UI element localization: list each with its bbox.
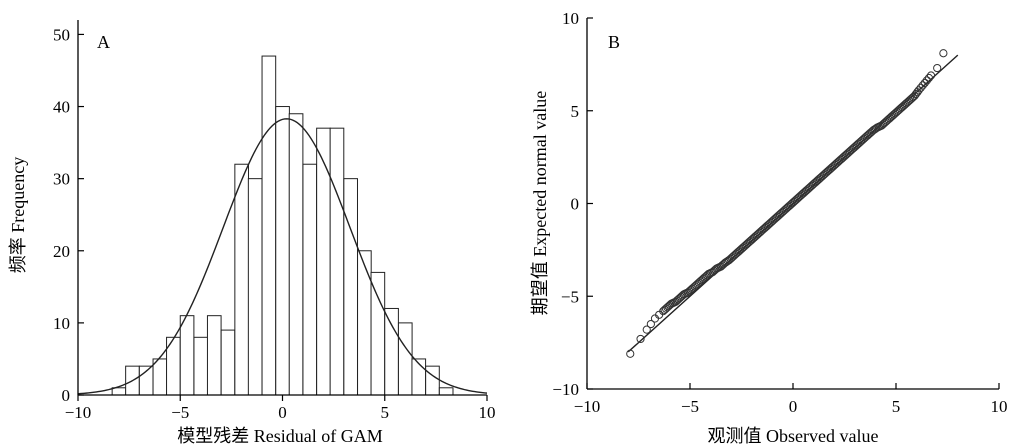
y-tick-label: 50 (53, 25, 70, 44)
histogram-bar (438, 387, 454, 396)
y-tick-label: 10 (562, 9, 579, 28)
histogram-bar (302, 163, 318, 396)
qq-point (918, 81, 927, 90)
histogram-bar (247, 178, 263, 396)
histogram-bar (275, 106, 290, 396)
panel-label-a: A (97, 32, 110, 52)
histogram-bar (425, 365, 440, 396)
qq-point (914, 86, 923, 95)
y-tick-label: 30 (53, 170, 70, 189)
histogram-bar (206, 315, 222, 396)
y-tick-label: 0 (571, 195, 580, 214)
x-axis-ticks: −10 −5 0 5 10 (574, 383, 1008, 416)
qq-point (924, 73, 934, 83)
x-tick-label: 10 (991, 397, 1008, 416)
qq-point (933, 63, 942, 73)
x-tick-label: −5 (681, 397, 699, 416)
qq-point (939, 49, 948, 58)
qq-point (646, 319, 655, 329)
qq-points (626, 49, 948, 358)
histogram-bar (220, 329, 236, 396)
qq-point (626, 349, 635, 358)
x-tick-label: 5 (892, 397, 901, 416)
qq-point (920, 78, 929, 88)
x-tick-label: 10 (479, 403, 496, 422)
x-tick-label: −10 (65, 403, 92, 422)
x-tick-label: 0 (278, 403, 287, 422)
histogram-bar (384, 307, 399, 396)
y-tick-label: 10 (53, 314, 70, 333)
qq-plot-panel: −10 −5 0 5 10 −10 −5 0 5 10 B 观测值 Observed value… (530, 9, 1008, 446)
qq-point (922, 76, 932, 85)
x-axis-ticks: −10 −5 0 5 10 (65, 395, 496, 422)
y-axis-ticks: 0 10 20 30 40 50 (53, 25, 84, 405)
histogram-panel: −10 −5 0 5 10 0 10 20 30 40 50 A 模型残差 Residual of… (8, 20, 496, 446)
histogram-bar (397, 322, 413, 396)
histogram-bar (316, 127, 331, 396)
x-tick-label: 5 (381, 403, 390, 422)
x-tick-label: −10 (574, 397, 601, 416)
y-axis-label: 期望值 Expected normal value (530, 91, 550, 315)
histogram-bar (261, 55, 277, 396)
x-tick-label: −5 (171, 403, 189, 422)
histogram-bar (234, 163, 249, 396)
y-tick-label: −5 (561, 287, 579, 306)
x-axis-label: 观测值 Observed value (708, 426, 879, 446)
histogram-bars (111, 55, 454, 396)
qq-point (642, 325, 651, 334)
histogram-bar (370, 271, 386, 396)
panel-label-b: B (608, 32, 620, 52)
histogram-bar (179, 315, 195, 396)
y-tick-label: 40 (53, 98, 70, 117)
qq-point (926, 71, 936, 80)
histogram-bar (357, 250, 372, 396)
x-tick-label: 0 (789, 397, 798, 416)
y-axis-ticks: −10 −5 0 5 10 (552, 9, 593, 399)
y-tick-label: 0 (62, 386, 71, 405)
qq-point (636, 334, 645, 344)
histogram-bar (343, 178, 358, 396)
histogram-bar (329, 127, 345, 396)
histogram-bar (152, 358, 168, 396)
x-axis-label: 模型残差 Residual of GAM (177, 426, 383, 446)
qq-point (907, 94, 916, 103)
y-tick-label: 5 (571, 102, 580, 121)
y-tick-label: 20 (53, 242, 70, 261)
y-tick-label: −10 (552, 380, 579, 399)
y-axis-label: 频率 Frequency (8, 157, 28, 273)
normal-curve (77, 118, 488, 395)
qq-point (916, 83, 925, 92)
histogram-bar (288, 113, 304, 396)
histogram-bar (193, 336, 209, 396)
